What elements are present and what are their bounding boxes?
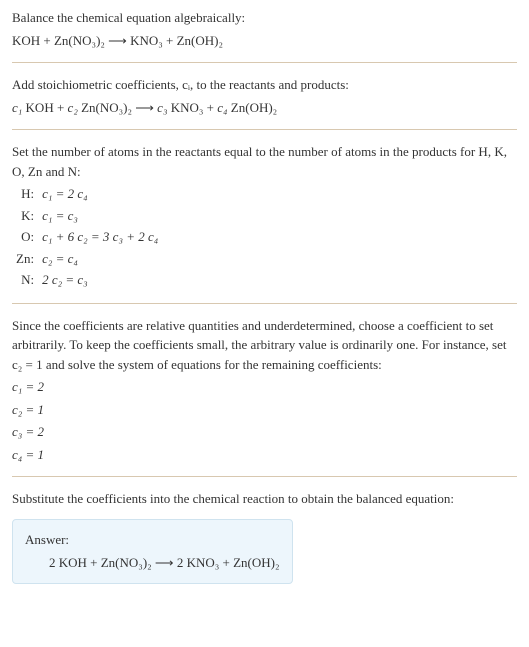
intro-section: Balance the chemical equation algebraica… (12, 8, 517, 50)
solve-line: c₄ = 1 (12, 445, 517, 465)
coef-c1: c₁ (12, 100, 22, 115)
atom-row: K:c₁ = c₃ (12, 205, 162, 227)
atom-row: O:c₁ + 6 c₂ = 3 c₃ + 2 c₄ (12, 226, 162, 248)
answer-box: Answer: 2 KOH + Zn(NO₃)₂ ⟶ 2 KNO₃ + Zn(O… (12, 519, 293, 584)
solve-line: c₃ = 2 (12, 422, 517, 442)
subst-text: Substitute the coefficients into the che… (12, 489, 517, 509)
divider (12, 129, 517, 130)
answer-equation: 2 KOH + Zn(NO₃)₂ ⟶ 2 KNO₃ + Zn(OH)₂ (25, 553, 280, 573)
coeffs-section: Add stoichiometric coefficients, cᵢ, to … (12, 75, 517, 117)
solve-section: Since the coefficients are relative quan… (12, 316, 517, 465)
atoms-table: H:c₁ = 2 c₄ K:c₁ = c₃ O:c₁ + 6 c₂ = 3 c₃… (12, 183, 162, 291)
coef-c2: c₂ (68, 100, 78, 115)
intro-text: Balance the chemical equation algebraica… (12, 8, 517, 28)
coef-c3: c₃ (157, 100, 167, 115)
atom-row: Zn:c₂ = c₄ (12, 248, 162, 270)
coef-c4: c₄ (217, 100, 227, 115)
solve-line: c₁ = 2 (12, 377, 517, 397)
coeffs-equation: c₁ KOH + c₂ Zn(NO₃)₂ ⟶ c₃ KNO₃ + c₄ Zn(O… (12, 98, 517, 118)
coeffs-text: Add stoichiometric coefficients, cᵢ, to … (12, 75, 517, 95)
solve-line: c₂ = 1 (12, 400, 517, 420)
answer-label: Answer: (25, 530, 280, 550)
atoms-section: Set the number of atoms in the reactants… (12, 142, 517, 291)
divider (12, 303, 517, 304)
divider (12, 62, 517, 63)
divider (12, 476, 517, 477)
atom-row: N:2 c₂ = c₃ (12, 269, 162, 291)
atom-row: H:c₁ = 2 c₄ (12, 183, 162, 205)
atoms-text: Set the number of atoms in the reactants… (12, 142, 517, 181)
solve-text: Since the coefficients are relative quan… (12, 316, 517, 375)
intro-equation: KOH + Zn(NO₃)₂ ⟶ KNO₃ + Zn(OH)₂ (12, 31, 517, 51)
subst-section: Substitute the coefficients into the che… (12, 489, 517, 509)
